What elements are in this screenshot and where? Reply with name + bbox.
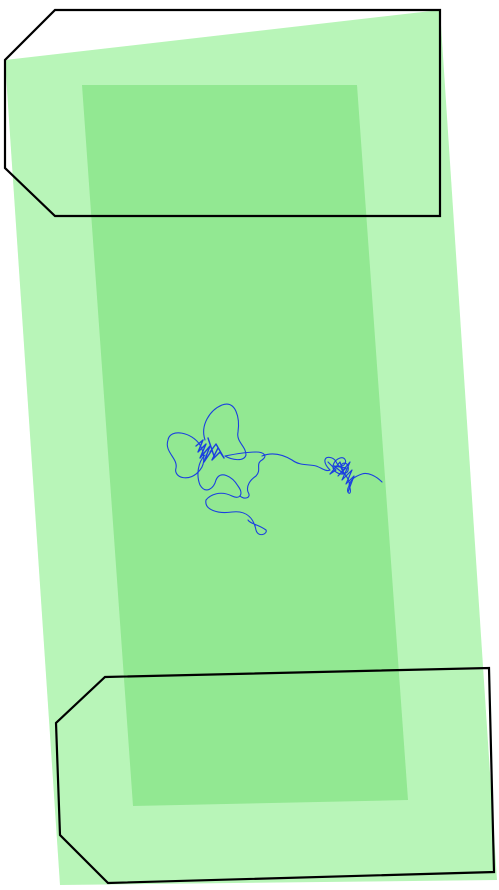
track-scribble-right xyxy=(327,461,355,493)
track-segment-middle xyxy=(224,451,266,499)
bottom-zone-outline[interactable] xyxy=(54,666,496,885)
track-loop-upper xyxy=(203,403,247,461)
track-connector xyxy=(261,453,331,472)
inner-coverage-area xyxy=(82,85,408,806)
track-loop-left xyxy=(166,432,205,479)
track-scribble-left xyxy=(195,437,225,463)
track-loop-lower xyxy=(197,454,267,536)
track-path xyxy=(166,403,383,536)
top-zone-outline[interactable] xyxy=(3,8,442,218)
